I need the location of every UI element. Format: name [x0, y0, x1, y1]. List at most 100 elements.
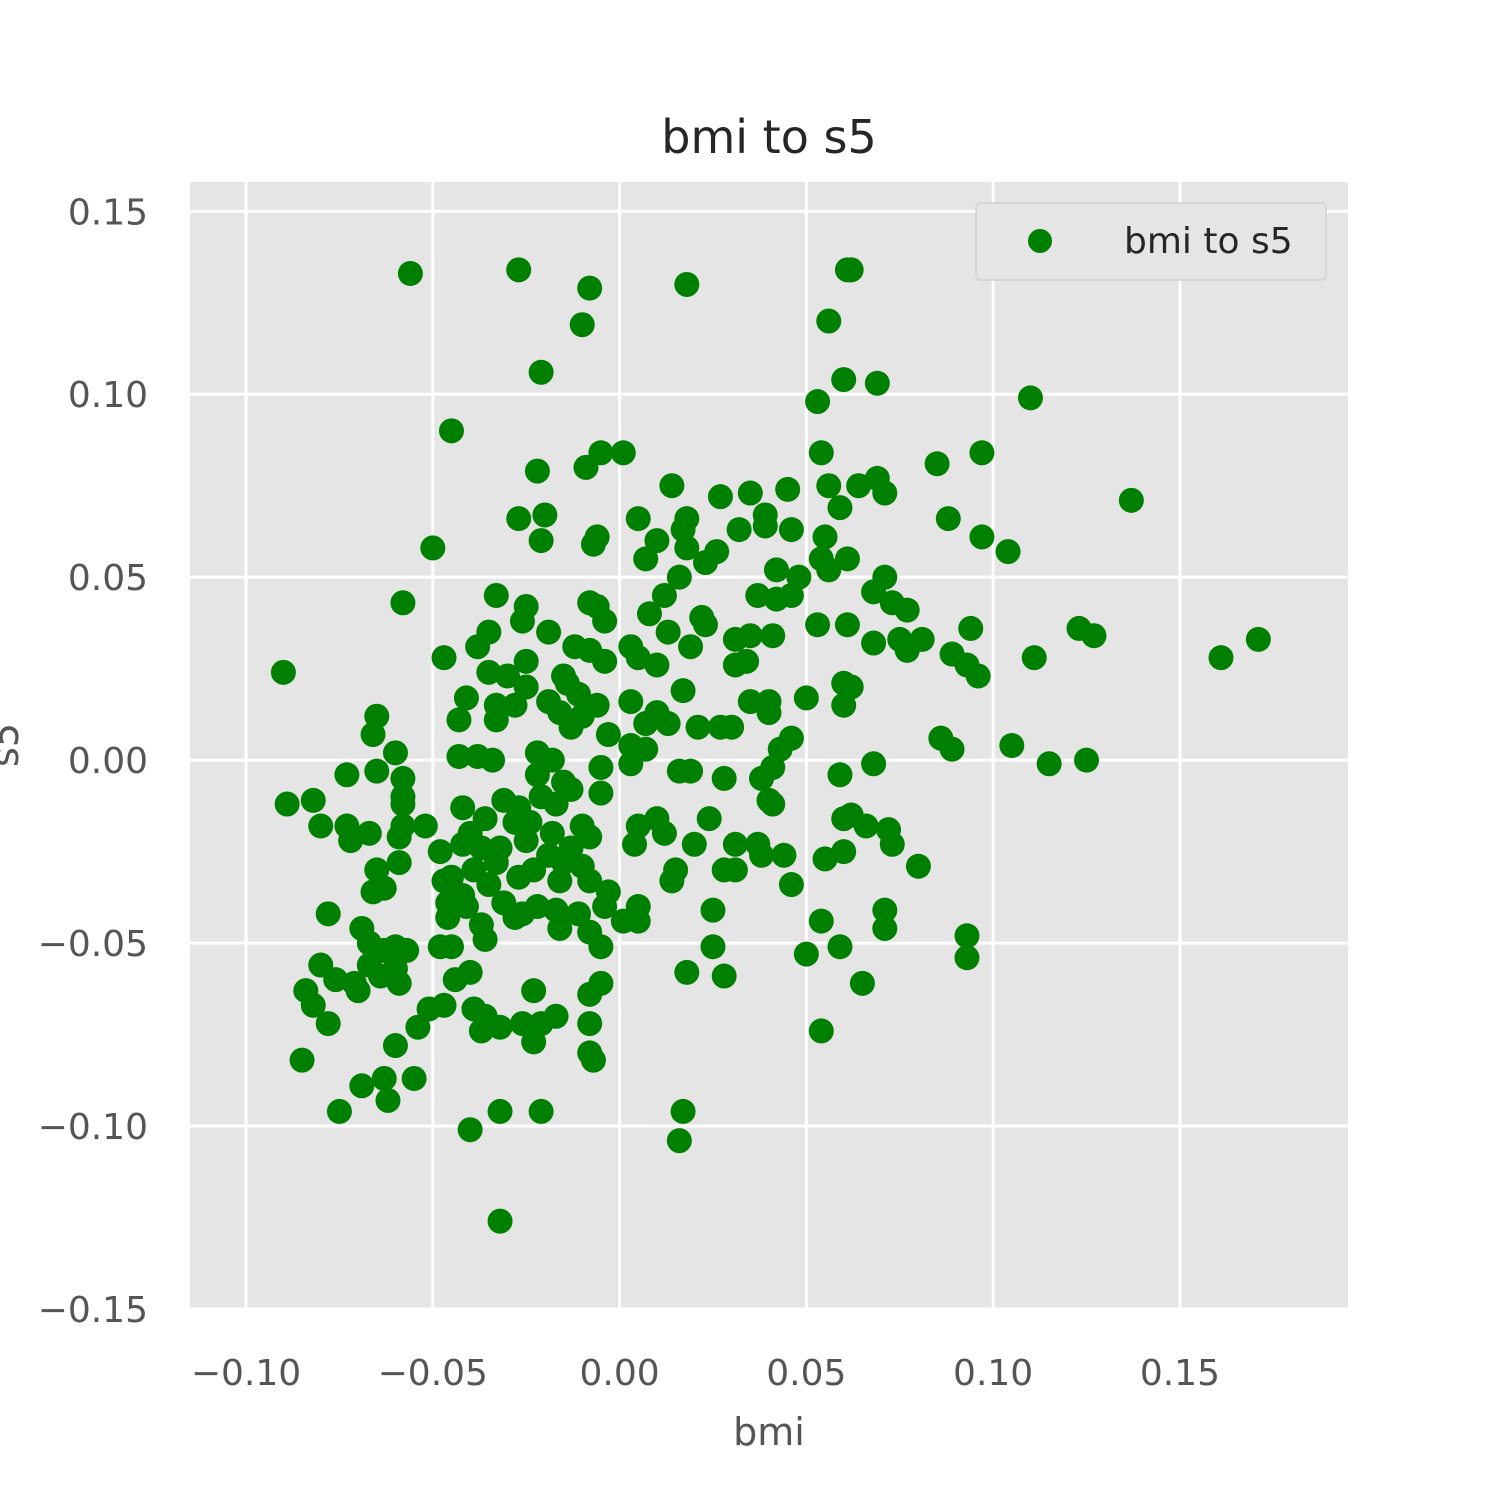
data-point: [659, 868, 685, 894]
data-point: [719, 714, 745, 740]
data-point: [558, 776, 584, 802]
data-point: [472, 926, 498, 952]
data-point: [1208, 645, 1234, 671]
data-point: [338, 828, 364, 854]
data-point: [509, 608, 535, 634]
data-point: [521, 978, 547, 1004]
legend-label: bmi to s5: [1124, 221, 1293, 262]
data-point: [674, 535, 700, 561]
data-point: [300, 787, 326, 813]
data-point: [954, 945, 980, 971]
data-point: [532, 502, 558, 528]
data-point: [622, 831, 648, 857]
data-point: [476, 872, 502, 898]
data-point: [513, 828, 539, 854]
data-point: [524, 894, 550, 919]
data-point: [636, 601, 662, 627]
data-point: [289, 1047, 315, 1073]
data-point: [849, 970, 875, 996]
data-point: [431, 645, 457, 671]
data-point: [763, 557, 789, 583]
data-point: [588, 754, 614, 780]
data-point: [483, 582, 509, 608]
data-point: [924, 451, 950, 477]
data-point: [778, 517, 804, 543]
x-tick-label: 0.10: [953, 1353, 1033, 1394]
data-point: [808, 908, 834, 934]
data-point: [816, 308, 842, 334]
data-point: [935, 506, 961, 532]
data-point: [954, 923, 980, 949]
x-tick-label: −0.05: [378, 1353, 488, 1394]
data-point: [1017, 385, 1043, 411]
data-point: [506, 506, 532, 532]
data-point: [547, 868, 573, 894]
data-point: [386, 824, 412, 850]
data-point: [371, 875, 397, 901]
data-point: [756, 700, 782, 726]
data-point: [651, 820, 677, 846]
data-point: [371, 1065, 397, 1091]
data-point: [678, 758, 704, 784]
data-point: [771, 842, 797, 868]
data-point: [390, 791, 416, 817]
data-point: [734, 648, 760, 674]
data-point: [872, 897, 898, 923]
data-point: [476, 659, 502, 685]
x-axis-label: bmi: [733, 1410, 805, 1454]
data-point: [453, 894, 479, 919]
data-point: [853, 813, 879, 839]
data-point: [565, 901, 591, 927]
y-tick-label: 0.15: [68, 192, 148, 233]
x-tick-label: 0.00: [580, 1353, 660, 1394]
data-point: [450, 831, 476, 857]
data-point: [692, 550, 718, 576]
data-point: [495, 663, 521, 689]
data-point: [999, 733, 1025, 758]
data-point: [894, 597, 920, 623]
data-point: [323, 967, 349, 993]
data-point: [666, 1128, 692, 1154]
data-point: [752, 513, 778, 539]
data-point: [670, 678, 696, 704]
y-tick-label: −0.15: [38, 1290, 148, 1331]
data-point: [577, 824, 603, 850]
data-point: [592, 894, 618, 919]
data-point: [685, 714, 711, 740]
data-point: [655, 619, 681, 645]
data-point: [805, 612, 831, 638]
data-point: [274, 791, 300, 817]
y-tick-labels: −0.15 −0.10 −0.05 0.00 0.05 0.10 0.15: [38, 192, 148, 1331]
data-point: [700, 897, 726, 923]
data-point: [528, 528, 554, 554]
data-point: [468, 1018, 494, 1044]
data-point: [861, 630, 887, 656]
data-point: [386, 850, 412, 876]
data-point: [674, 271, 700, 297]
data-point: [349, 1073, 375, 1099]
data-point: [502, 904, 528, 930]
data-point: [592, 608, 618, 634]
data-point: [364, 758, 390, 784]
data-point: [577, 868, 603, 894]
data-point: [666, 564, 692, 590]
data-point: [812, 524, 838, 550]
data-point: [543, 1003, 569, 1029]
data-point: [749, 842, 775, 868]
data-point: [592, 648, 618, 674]
data-point: [536, 619, 562, 645]
data-point: [618, 751, 644, 777]
data-point: [375, 1087, 401, 1113]
data-point: [692, 612, 718, 638]
data-point: [625, 908, 651, 934]
y-tick-label: 0.00: [68, 741, 148, 782]
data-point: [816, 473, 842, 499]
data-point: [831, 839, 857, 865]
data-point: [472, 806, 498, 832]
data-point: [401, 1065, 427, 1091]
y-tick-label: −0.10: [38, 1107, 148, 1148]
data-point: [831, 692, 857, 718]
data-point: [308, 813, 334, 839]
data-point: [453, 685, 479, 711]
